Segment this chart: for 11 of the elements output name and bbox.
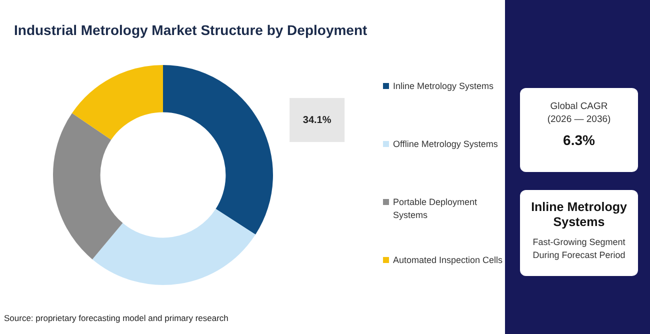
chart-title: Industrial Metrology Market Structure by Deployment — [14, 22, 368, 38]
data-label: 34.1% — [302, 114, 332, 126]
legend-label: Offline Metrology Systems — [392, 138, 499, 151]
legend-label: Inline Metrology Systems — [392, 80, 495, 93]
legend-label: Portable Deployment Systems — [392, 196, 478, 222]
text: Global CAGR (2026 — 2036) — [546, 100, 612, 126]
source-note: Source: proprietary forecasting model and primary research — [4, 313, 228, 323]
legend-label: Automated Inspection Cells — [392, 254, 504, 267]
text: Inline Metrology Systems — [530, 200, 628, 230]
text: 6.3% — [562, 132, 596, 148]
text: Fast-Growing Segment During Forecast Period — [532, 236, 626, 262]
